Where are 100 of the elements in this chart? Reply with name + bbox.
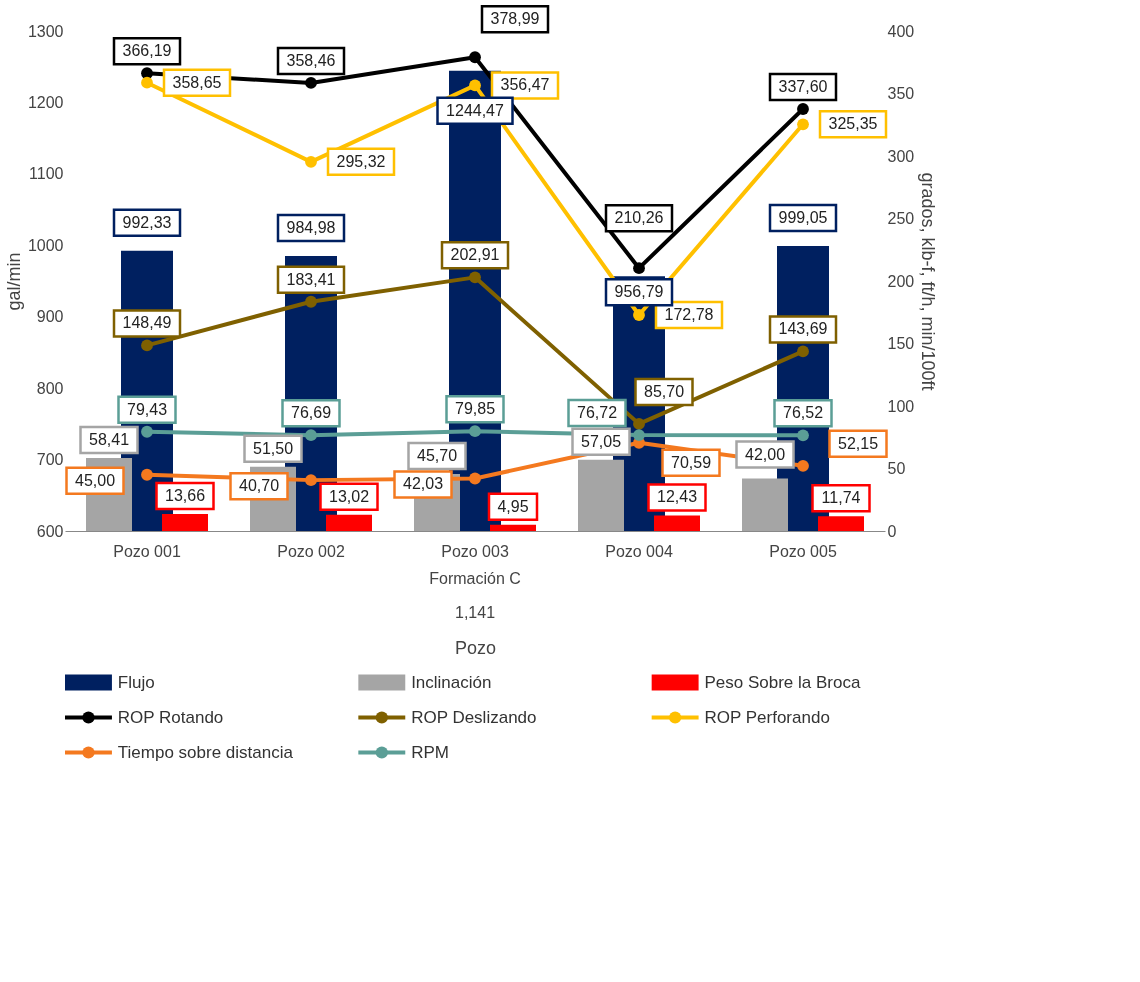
data-label: 76,52 — [782, 404, 824, 422]
point — [633, 309, 645, 321]
data-label: 143,69 — [778, 320, 828, 338]
data-label: 51,50 — [252, 439, 294, 457]
point — [305, 77, 317, 89]
data-label: 76,69 — [290, 404, 332, 422]
bar — [818, 516, 864, 531]
y-tick-label: 1200 — [27, 93, 64, 111]
data-label: 172,78 — [664, 306, 714, 324]
data-label: 356,47 — [500, 76, 550, 94]
point — [305, 295, 317, 308]
y-tick-label: 1300 — [27, 22, 64, 40]
point — [305, 155, 317, 168]
y-tick-label: 1100 — [29, 165, 64, 183]
y-tick-label: 600 — [36, 522, 64, 540]
x-axis-title: Pozo — [454, 637, 497, 658]
point — [469, 472, 481, 485]
data-label: 57,05 — [580, 432, 622, 450]
legend-label: Flujo — [117, 672, 155, 692]
data-label: 70,59 — [670, 453, 712, 471]
text: 1,141 — [454, 604, 496, 621]
data-label: 42,00 — [744, 445, 786, 463]
point — [141, 339, 153, 352]
data-label: 999,05 — [778, 208, 828, 226]
data-label: 42,03 — [402, 475, 444, 493]
legend-label: Tiempo sobre distancia — [117, 742, 294, 762]
point — [305, 429, 317, 442]
bar — [578, 459, 624, 531]
point — [141, 425, 153, 438]
point — [633, 417, 645, 430]
point — [469, 425, 481, 438]
data-label: 992,33 — [122, 213, 172, 231]
bar — [490, 524, 536, 531]
x-tick-label: Pozo 003 — [441, 542, 509, 560]
point — [797, 459, 809, 472]
data-label: 76,72 — [576, 404, 618, 422]
y2-tick-label: 250 — [887, 210, 915, 227]
y-tick-label: 700 — [36, 451, 64, 469]
data-label: 45,00 — [74, 471, 116, 489]
legend-label: ROP Perforando — [704, 707, 830, 727]
point — [797, 118, 809, 131]
data-label: 45,70 — [416, 446, 458, 464]
data-label: 13,02 — [328, 487, 370, 505]
legend-label: RPM — [411, 742, 449, 762]
y2-tick-label: 100 — [887, 397, 915, 415]
text: Formación C — [429, 570, 521, 587]
point — [305, 474, 317, 487]
legend-label: ROP Rotando — [117, 707, 224, 727]
data-label: 11,74 — [821, 489, 861, 507]
data-label: 358,46 — [286, 51, 336, 69]
point — [141, 468, 153, 481]
data-label: 40,70 — [238, 477, 280, 495]
y2-tick-label: 350 — [887, 85, 915, 102]
legend-label: Inclinación — [411, 672, 492, 692]
data-label: 325,35 — [828, 115, 878, 133]
y-tick-label: 1000 — [27, 236, 64, 254]
data-label: 295,32 — [336, 152, 386, 170]
data-label: 58,41 — [88, 430, 130, 448]
data-label: 1244,47 — [446, 101, 505, 119]
point — [469, 271, 481, 284]
y-tick-label: 800 — [36, 379, 64, 397]
x-tick-label: Pozo 001 — [113, 542, 181, 560]
point — [797, 103, 809, 115]
point — [469, 79, 481, 92]
data-label: 4,95 — [497, 497, 529, 515]
y2-tick-label: 400 — [887, 22, 915, 40]
bar — [654, 515, 700, 531]
y2-tick-label: 0 — [887, 522, 897, 540]
bar — [742, 478, 788, 531]
data-label: 202,91 — [450, 246, 500, 264]
legend-label: Peso Sobre la Broca — [704, 672, 861, 692]
data-label: 79,85 — [454, 400, 496, 418]
y2-tick-label: 50 — [887, 460, 906, 477]
legend-label: ROP Deslizando — [411, 707, 537, 727]
point — [633, 262, 645, 275]
y2-axis-title: grados, klb-f, ft/h, min/100ft — [918, 172, 939, 391]
point — [141, 76, 153, 89]
data-label: 148,49 — [122, 314, 172, 332]
data-label: 13,66 — [164, 486, 206, 504]
point — [633, 429, 645, 441]
x-tick-label: Pozo 005 — [769, 542, 837, 560]
bar — [326, 514, 372, 531]
data-label: 337,60 — [778, 78, 828, 95]
x-tick-label: Pozo 002 — [277, 542, 345, 560]
y2-tick-label: 300 — [887, 147, 915, 165]
y2-tick-label: 150 — [887, 335, 915, 352]
data-label: 956,79 — [614, 283, 664, 301]
data-label: 79,43 — [126, 400, 168, 418]
point — [797, 429, 809, 442]
data-label: 210,26 — [614, 209, 664, 227]
data-label: 378,99 — [490, 10, 540, 28]
y-axis-title: gal/min — [3, 252, 24, 311]
data-label: 85,70 — [643, 382, 685, 400]
point — [469, 51, 481, 64]
data-label: 984,98 — [286, 219, 336, 237]
y-tick-label: 900 — [36, 308, 64, 326]
data-label: 358,65 — [172, 73, 222, 91]
y2-tick-label: 200 — [887, 272, 915, 290]
point — [797, 345, 809, 358]
x-tick-label: Pozo 004 — [605, 542, 673, 560]
